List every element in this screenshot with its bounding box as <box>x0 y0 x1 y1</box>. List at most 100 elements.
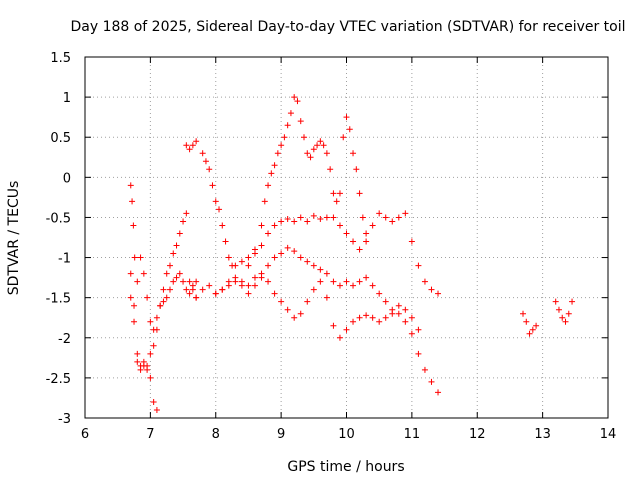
data-point <box>415 262 422 269</box>
data-point <box>222 238 229 245</box>
series-track-late-13h <box>520 298 576 337</box>
data-point <box>562 318 569 325</box>
data-point <box>389 218 396 225</box>
data-point <box>428 378 435 385</box>
data-point <box>565 310 572 317</box>
data-point <box>356 190 363 197</box>
data-point <box>150 326 157 333</box>
data-point <box>402 318 409 325</box>
data-point <box>297 118 304 125</box>
data-point <box>127 270 134 277</box>
data-point <box>297 214 304 221</box>
data-point <box>323 214 330 221</box>
y-tick-label: -1 <box>58 252 71 267</box>
data-point <box>284 216 291 223</box>
data-point <box>336 282 343 289</box>
data-point <box>304 258 311 265</box>
data-point <box>304 218 311 225</box>
data-point <box>140 270 147 277</box>
data-point <box>183 210 190 217</box>
data-point <box>258 222 265 229</box>
data-point <box>340 134 347 141</box>
data-point <box>193 138 200 145</box>
data-point <box>271 222 278 229</box>
data-point <box>333 198 340 205</box>
series-track-upper <box>183 94 370 269</box>
data-point <box>533 322 540 329</box>
y-tick-label: 1 <box>63 91 71 106</box>
data-point <box>137 366 144 373</box>
data-point <box>134 350 141 357</box>
data-point <box>552 298 559 305</box>
y-tick-label: -1.5 <box>46 292 71 307</box>
data-point <box>291 94 298 101</box>
data-point <box>183 142 190 149</box>
data-point <box>232 262 239 269</box>
data-point <box>529 326 536 333</box>
data-point <box>157 302 164 309</box>
data-point <box>206 282 213 289</box>
data-point <box>274 150 281 157</box>
data-point <box>186 278 193 285</box>
data-point <box>245 290 252 297</box>
data-point <box>193 294 200 301</box>
data-point <box>265 278 272 285</box>
x-tick-label: 13 <box>534 427 551 442</box>
data-point <box>307 154 314 161</box>
grid-lines <box>85 57 608 418</box>
data-point <box>189 286 196 293</box>
data-point <box>301 134 308 141</box>
data-point <box>245 262 252 269</box>
x-tick-label: 6 <box>81 427 89 442</box>
y-axis-label: SDTVAR / TECUs <box>6 181 22 296</box>
data-point <box>160 286 167 293</box>
data-point <box>317 138 324 145</box>
data-point <box>206 166 213 173</box>
data-point <box>376 290 383 297</box>
data-point <box>291 218 298 225</box>
data-point <box>314 142 321 149</box>
data-point <box>131 254 138 261</box>
data-point <box>129 198 136 205</box>
data-point <box>278 142 285 149</box>
axis-ticks <box>84 56 609 419</box>
data-point <box>225 282 232 289</box>
data-point <box>343 326 350 333</box>
data-point <box>294 98 301 105</box>
data-point <box>350 238 357 245</box>
data-point <box>323 270 330 277</box>
data-point <box>356 314 363 321</box>
y-tick-label: -0.5 <box>46 211 71 226</box>
data-point <box>291 248 298 255</box>
data-point <box>320 142 327 149</box>
data-point <box>382 314 389 321</box>
data-point <box>523 318 530 325</box>
data-point <box>176 270 183 277</box>
data-point <box>304 150 311 157</box>
data-points <box>127 94 576 413</box>
data-point <box>140 362 147 369</box>
y-tick-label: -2 <box>58 332 71 347</box>
data-point <box>281 134 288 141</box>
data-point <box>219 222 226 229</box>
data-point <box>435 290 442 297</box>
data-point <box>317 266 324 273</box>
data-point <box>350 150 357 157</box>
data-point <box>144 294 151 301</box>
tick-labels: 6 7 8 9 10 11 12 13 14 1.5 1 0.5 0 -0.5 -1 -1.5 -2 -2.5 -3 <box>46 51 617 442</box>
data-point <box>186 290 193 297</box>
data-point <box>284 244 291 251</box>
data-point <box>350 282 357 289</box>
data-point <box>395 302 402 309</box>
data-point <box>359 214 366 221</box>
data-point <box>297 254 304 261</box>
data-point <box>310 212 317 219</box>
data-point <box>271 290 278 297</box>
data-point <box>376 318 383 325</box>
data-point <box>278 250 285 257</box>
data-point <box>382 298 389 305</box>
data-point <box>569 298 576 305</box>
x-tick-label: 9 <box>277 427 285 442</box>
data-point <box>251 250 258 257</box>
data-point <box>415 350 422 357</box>
